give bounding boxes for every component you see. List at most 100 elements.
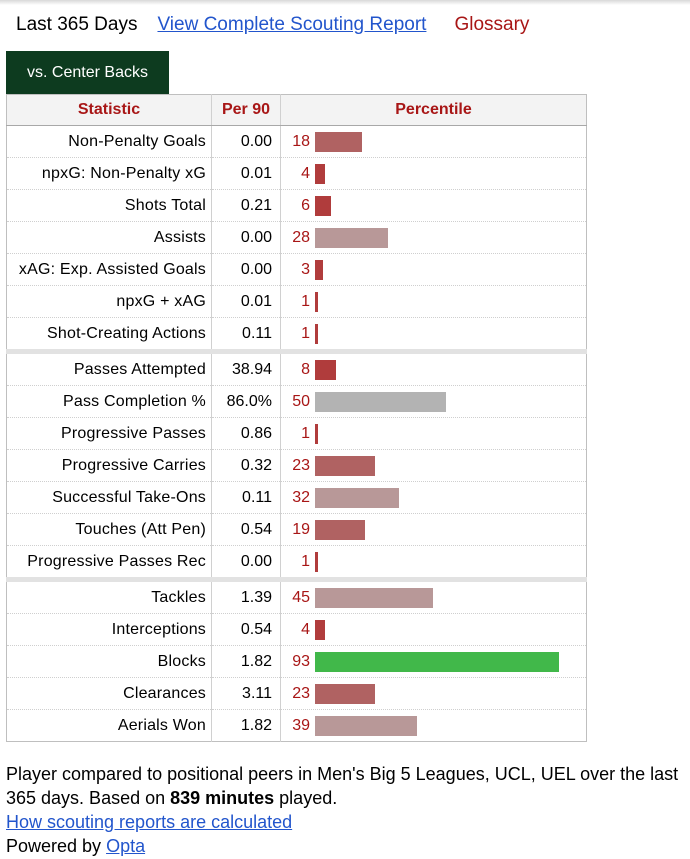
stat-name: Aerials Won — [6, 709, 212, 742]
percentile-bar — [315, 619, 325, 640]
scouting-table: Statistic Per 90 Percentile Non-Penalty … — [6, 94, 587, 742]
percentile-cell: 1 — [280, 417, 587, 450]
per90-value: 0.00 — [211, 545, 281, 580]
percentile-bar — [315, 195, 331, 216]
stat-name: Shot-Creating Actions — [6, 317, 212, 352]
powered-by-line: Powered by Opta — [6, 834, 686, 858]
table-row: Shot-Creating Actions 0.11 1 — [6, 317, 587, 352]
percentile-bar — [315, 259, 323, 280]
per90-value: 0.11 — [211, 317, 281, 352]
percentile-bar — [315, 683, 375, 704]
stat-name: Progressive Passes Rec — [6, 545, 212, 580]
percentile-cell: 28 — [280, 221, 587, 254]
per90-value: 0.54 — [211, 613, 281, 646]
report-header: Last 365 Days View Complete Scouting Rep… — [16, 12, 529, 38]
powered-by-label: Powered by — [6, 836, 107, 856]
column-header-per90[interactable]: Per 90 — [211, 94, 281, 126]
percentile-value: 3 — [301, 260, 310, 278]
percentile-bar — [315, 323, 318, 344]
minutes-played: 839 minutes — [170, 788, 275, 808]
percentile-cell: 19 — [280, 513, 587, 546]
stat-name: Progressive Passes — [6, 417, 212, 450]
table-row: Shots Total 0.21 6 — [6, 189, 587, 222]
percentile-bar — [315, 487, 399, 508]
per90-value: 0.01 — [211, 285, 281, 318]
percentile-value: 4 — [301, 620, 310, 638]
comparison-note-suffix: played. — [274, 788, 338, 808]
percentile-value: 28 — [292, 228, 310, 246]
table-row: Passes Attempted 38.94 8 — [6, 349, 587, 386]
table-row: Assists 0.00 28 — [6, 221, 587, 254]
table-row: Aerials Won 1.82 39 — [6, 709, 587, 742]
period-label: Last 365 Days — [16, 14, 138, 35]
percentile-bar — [315, 651, 559, 672]
percentile-value: 18 — [292, 132, 310, 150]
stat-name: Interceptions — [6, 613, 212, 646]
top-shadow — [0, 0, 690, 5]
table-row: npxG: Non-Penalty xG 0.01 4 — [6, 157, 587, 190]
per90-value: 0.86 — [211, 417, 281, 450]
percentile-cell: 8 — [280, 349, 587, 386]
percentile-cell: 4 — [280, 157, 587, 190]
per90-value: 0.54 — [211, 513, 281, 546]
per90-value: 86.0% — [211, 385, 281, 418]
per90-value: 0.00 — [211, 221, 281, 254]
percentile-value: 32 — [292, 488, 310, 506]
percentile-bar — [315, 131, 362, 152]
per90-value: 0.32 — [211, 449, 281, 482]
percentile-cell: 32 — [280, 481, 587, 514]
opta-link[interactable]: Opta — [106, 836, 146, 856]
table-row: Touches (Att Pen) 0.54 19 — [6, 513, 587, 546]
stat-name: Successful Take-Ons — [6, 481, 212, 514]
percentile-cell: 45 — [280, 577, 587, 614]
comparison-note-prefix: Player compared to positional peers in M… — [6, 764, 679, 808]
percentile-value: 39 — [292, 716, 310, 734]
stat-name: Progressive Carries — [6, 449, 212, 482]
per90-value: 0.00 — [211, 253, 281, 286]
per90-value: 0.11 — [211, 481, 281, 514]
per90-value: 1.82 — [211, 709, 281, 742]
table-row: Interceptions 0.54 4 — [6, 613, 587, 646]
percentile-value: 1 — [301, 324, 310, 342]
table-row: Successful Take-Ons 0.11 32 — [6, 481, 587, 514]
percentile-value: 1 — [301, 552, 310, 570]
per90-value: 38.94 — [211, 349, 281, 386]
stat-name: Touches (Att Pen) — [6, 513, 212, 546]
table-row: Progressive Passes 0.86 1 — [6, 417, 587, 450]
percentile-cell: 1 — [280, 317, 587, 352]
tab-vs-center-backs[interactable]: vs. Center Backs — [6, 51, 169, 94]
table-row: Blocks 1.82 93 — [6, 645, 587, 678]
percentile-bar — [315, 291, 318, 312]
complete-report-link[interactable]: View Complete Scouting Report — [157, 14, 427, 35]
table-row: Non-Penalty Goals 0.00 18 — [6, 125, 587, 158]
column-header-percentile[interactable]: Percentile — [280, 94, 587, 126]
percentile-bar — [315, 359, 336, 380]
percentile-value: 19 — [292, 520, 310, 538]
column-header-statistic[interactable]: Statistic — [6, 94, 212, 126]
table-row: Tackles 1.39 45 — [6, 577, 587, 614]
per90-value: 3.11 — [211, 677, 281, 710]
percentile-cell: 4 — [280, 613, 587, 646]
percentile-bar — [315, 455, 375, 476]
percentile-value: 23 — [292, 684, 310, 702]
table-body: Non-Penalty Goals 0.00 18 npxG: Non-Penalty… — [6, 125, 587, 742]
method-link[interactable]: How scouting reports are calculated — [6, 812, 293, 832]
glossary-link[interactable]: Glossary — [454, 14, 530, 35]
comparison-note: Player compared to positional peers in M… — [6, 762, 686, 810]
stat-name: Pass Completion % — [6, 385, 212, 418]
per90-value: 0.00 — [211, 125, 281, 158]
percentile-bar — [315, 423, 318, 444]
percentile-cell: 23 — [280, 677, 587, 710]
table-row: npxG + xAG 0.01 1 — [6, 285, 587, 318]
percentile-cell: 50 — [280, 385, 587, 418]
stat-name: Assists — [6, 221, 212, 254]
table-row: Pass Completion % 86.0% 50 — [6, 385, 587, 418]
percentile-value: 6 — [301, 196, 310, 214]
percentile-bar — [315, 227, 388, 248]
percentile-cell: 6 — [280, 189, 587, 222]
stat-name: xAG: Exp. Assisted Goals — [6, 253, 212, 286]
percentile-cell: 1 — [280, 285, 587, 318]
percentile-value: 45 — [292, 588, 310, 606]
percentile-value: 4 — [301, 164, 310, 182]
per90-value: 1.82 — [211, 645, 281, 678]
